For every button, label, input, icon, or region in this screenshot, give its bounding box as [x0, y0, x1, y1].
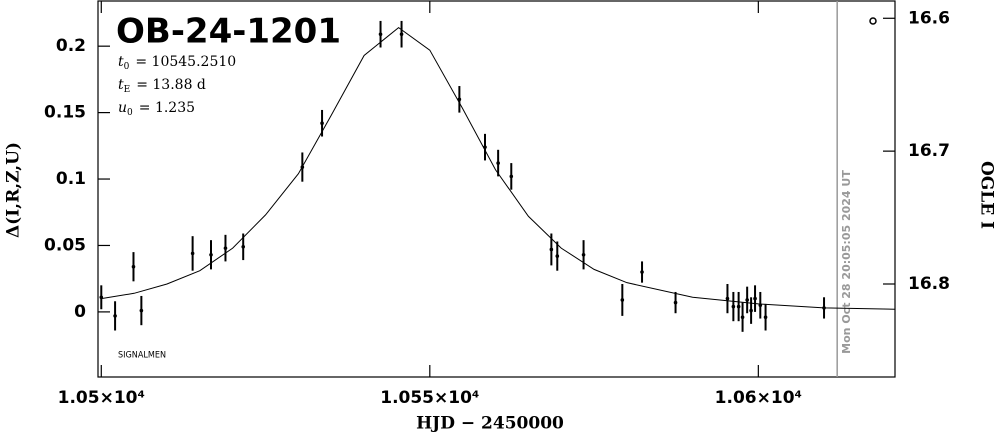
data-point	[555, 254, 560, 258]
data-point	[209, 252, 213, 257]
data-point	[758, 303, 763, 308]
data-point	[113, 314, 117, 318]
data-point	[581, 252, 586, 257]
data-point	[749, 308, 753, 313]
parameter-symbol: u	[118, 100, 127, 116]
data-point	[620, 298, 625, 302]
parameter-value: = 10545.2510	[135, 54, 236, 70]
data-point	[549, 247, 554, 252]
y-tick-label: 0	[74, 302, 86, 322]
moon-symbol	[869, 17, 877, 25]
data-point	[496, 161, 500, 165]
y2-tick-label: 16.7	[908, 141, 950, 161]
data-point	[131, 264, 136, 269]
parameter: u0 = 1.235	[118, 100, 195, 118]
data-point	[190, 251, 195, 256]
data-point	[99, 295, 104, 300]
data-point	[223, 246, 228, 250]
y-tick-label: 0.1	[56, 169, 86, 189]
parameter-value: = 1.235	[139, 100, 195, 116]
data-point	[300, 165, 305, 169]
data-point	[736, 304, 741, 309]
data-point	[399, 32, 404, 37]
data-point	[745, 298, 749, 302]
credit: SIGNALMEN	[118, 351, 166, 361]
parameter-symbol: t	[118, 54, 124, 70]
parameter: tE = 13.88 d	[118, 77, 206, 95]
parameter-subscript: 0	[124, 62, 130, 72]
parameter-subscript: E	[124, 85, 131, 95]
data-point	[731, 304, 736, 309]
y2-tick-label: 16.6	[908, 8, 950, 28]
chart-title: OB-24-1201	[116, 12, 341, 52]
y-axis-label: Δ(I,R,Z,U)	[4, 142, 24, 238]
data-point	[483, 145, 487, 149]
data-point	[763, 315, 768, 320]
data-point	[822, 306, 826, 310]
x-tick-label: 1.06×10⁴	[715, 388, 802, 408]
parameter: t0 = 10545.2510	[118, 54, 236, 72]
data-point	[725, 296, 730, 301]
now-marker-label: Mon Oct 28 20:05:05 2024 UT	[840, 170, 853, 354]
parameter-symbol: t	[118, 77, 124, 93]
data-point	[509, 174, 514, 179]
parameter-subscript: 0	[127, 108, 133, 118]
y2-axis-label: OGLE I	[977, 161, 997, 229]
x-tick-label: 1.055×10⁴	[380, 388, 479, 408]
x-tick-label: 1.05×10⁴	[58, 388, 145, 408]
parameter-value: = 13.88 d	[136, 77, 206, 93]
data-point	[378, 32, 383, 37]
y-tick-label: 0.05	[44, 235, 86, 255]
data-point	[640, 270, 644, 274]
x-axis-label: HJD − 2450000	[416, 414, 564, 434]
y-tick-label: 0.15	[44, 103, 86, 123]
data-point	[740, 315, 745, 320]
data-point	[320, 121, 324, 126]
plot-frame	[97, 0, 896, 378]
data-point	[139, 308, 144, 313]
y2-tick-label: 16.8	[908, 274, 950, 294]
data-point	[457, 97, 462, 102]
data-point	[753, 296, 757, 301]
y-tick-label: 0.2	[56, 36, 86, 56]
data-point	[673, 300, 678, 305]
data-point	[241, 244, 246, 249]
